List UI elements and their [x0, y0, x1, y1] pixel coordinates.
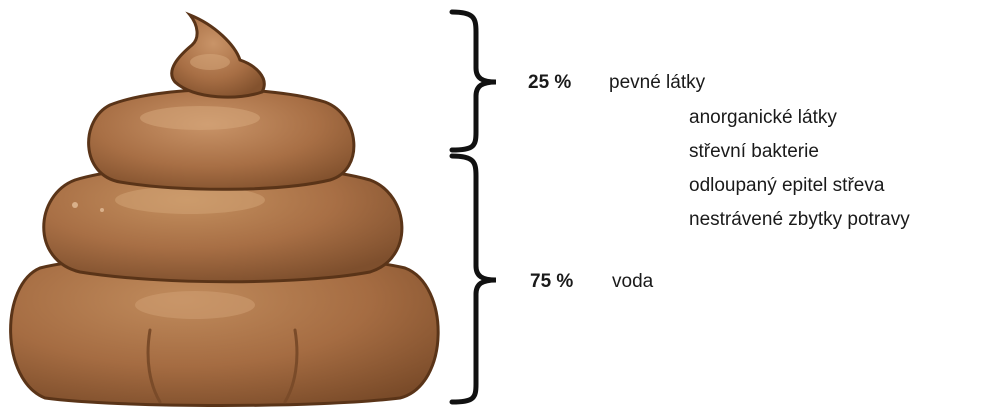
solids-percent: 25 %	[528, 72, 572, 93]
poop-speck	[72, 202, 78, 208]
water-label: voda	[612, 271, 654, 292]
brace-water	[449, 153, 497, 405]
solids-component: anorganické látky	[689, 107, 837, 128]
solids-component: střevní bakterie	[689, 141, 819, 162]
brace-solids	[449, 9, 497, 153]
poop-tip-highlight	[190, 54, 230, 70]
solids-component: odloupaný epitel střeva	[689, 175, 885, 196]
poop-speck	[100, 208, 104, 212]
poop-middle-highlight	[115, 186, 265, 214]
solids-label: pevné látky	[609, 72, 706, 93]
poop-bottom-lobe-lines	[146, 328, 299, 404]
poop-bottom-highlight	[135, 291, 255, 319]
solids-component: nestrávené zbytky potravy	[689, 209, 910, 230]
poop-illustration	[9, 11, 440, 407]
poop-top-highlight	[140, 106, 260, 130]
water-percent: 75 %	[530, 271, 574, 292]
